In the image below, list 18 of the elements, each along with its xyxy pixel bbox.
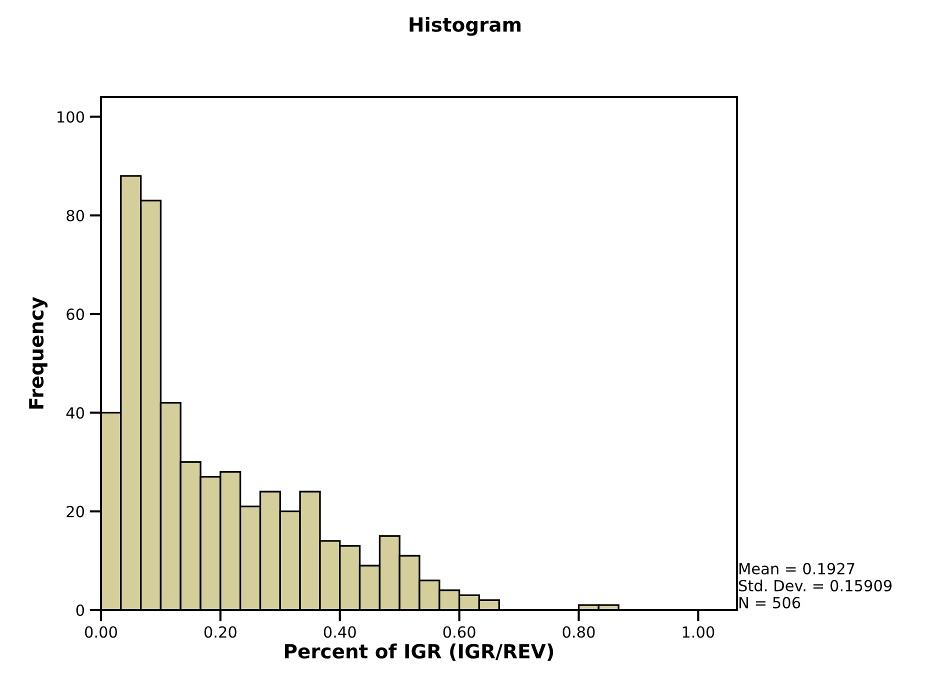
chart-title: Histogram <box>410 16 520 36</box>
text: N = 506 <box>740 596 800 608</box>
x-tick-label: 0.40 <box>324 626 356 638</box>
y-axis-title: Frequency <box>29 296 48 409</box>
y-tick-label: 100 <box>58 111 84 123</box>
text: Mean = 0.1927 <box>740 562 854 574</box>
x-tick-label: 0.00 <box>85 626 117 638</box>
x-tick-label: 0.20 <box>204 626 236 638</box>
x-tick-label: 0.80 <box>562 626 595 638</box>
y-tick-label: 40 <box>66 407 84 419</box>
text: Std. Dev. = 0.15909 <box>739 580 892 592</box>
y-tick-label: 60 <box>66 308 84 320</box>
y-tick-label: 0 <box>76 604 84 616</box>
x-tick-label: 1.00 <box>682 626 714 638</box>
y-tick-label: 80 <box>66 210 84 222</box>
x-axis-title: Percent of IGR (IGR/REV) <box>285 644 554 661</box>
y-tick-label: 20 <box>66 506 84 518</box>
x-tick-label: 0.60 <box>443 626 476 638</box>
